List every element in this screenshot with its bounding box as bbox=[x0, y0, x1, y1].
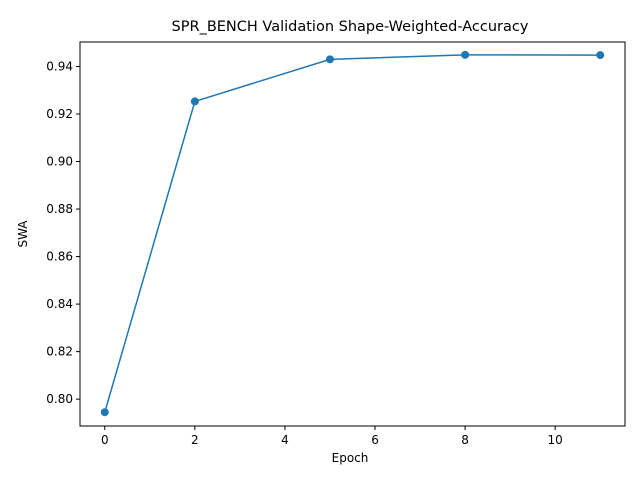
y-tick-label: 0.92 bbox=[46, 107, 73, 121]
x-tick-label: 0 bbox=[101, 433, 109, 447]
chart-title: SPR_BENCH Validation Shape-Weighted-Accu… bbox=[172, 19, 529, 35]
x-axis-label: Epoch bbox=[332, 451, 369, 465]
x-tick-label: 6 bbox=[371, 433, 379, 447]
y-tick-label: 0.90 bbox=[46, 155, 73, 169]
y-axis-label: SWA bbox=[16, 220, 30, 248]
x-axis: 0 2 4 6 8 10 bbox=[101, 426, 563, 447]
x-tick-label: 10 bbox=[548, 433, 563, 447]
series-line bbox=[104, 54, 601, 413]
plot-frame bbox=[79, 41, 626, 427]
y-tick-label: 0.86 bbox=[46, 250, 73, 264]
data-point bbox=[325, 55, 334, 64]
data-point bbox=[100, 408, 109, 417]
y-tick-label: 0.80 bbox=[46, 392, 73, 406]
data-point bbox=[461, 50, 470, 59]
y-tick-label: 0.82 bbox=[46, 345, 73, 359]
x-tick-label: 2 bbox=[191, 433, 199, 447]
y-tick-label: 0.88 bbox=[46, 202, 73, 216]
data-point bbox=[596, 51, 605, 60]
x-tick-label: 4 bbox=[281, 433, 289, 447]
y-tick-label: 0.94 bbox=[46, 59, 73, 73]
plot-area bbox=[100, 50, 605, 417]
data-point bbox=[190, 97, 199, 106]
y-tick-label: 0.84 bbox=[46, 297, 73, 311]
x-tick-label: 8 bbox=[461, 433, 469, 447]
y-axis: 0.80 0.82 0.84 0.86 0.88 0.90 0.92 0.94 bbox=[46, 59, 80, 406]
